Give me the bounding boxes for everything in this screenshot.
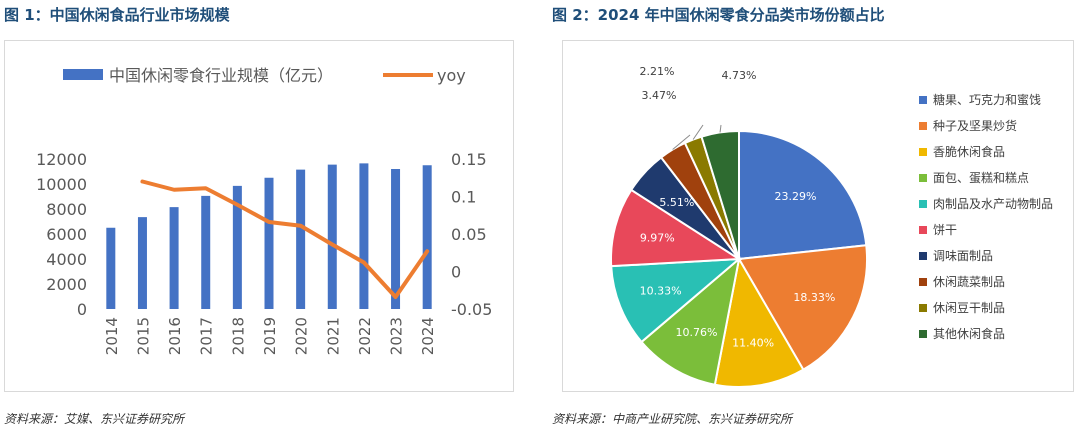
y-right-tick-label: 0.1 — [451, 188, 476, 207]
pie-slice — [610, 257, 742, 344]
x-tick-label: 2019 — [261, 317, 279, 355]
legend-label: 香脆休闲食品 — [933, 144, 1005, 159]
figure2-title: 图 2：2024 年中国休闲零食分品类市场份额占比 — [552, 6, 885, 24]
x-tick-label: 2017 — [198, 317, 216, 355]
x-tick-label: 2014 — [103, 317, 121, 355]
legend-swatch — [919, 200, 927, 208]
legend-label: 种子及坚果炒货 — [933, 118, 1017, 133]
legend-label: 肉制品及水产动物制品 — [933, 197, 1053, 211]
y-left-tick-label: 0 — [77, 300, 87, 319]
figure2-source: 资料来源：中商产业研究院、东兴证券研究所 — [552, 412, 793, 426]
figure1-source: 资料来源：艾媒、东兴证券研究所 — [4, 412, 185, 426]
legend-swatch — [919, 148, 927, 156]
y-left-tick-label: 12000 — [36, 150, 87, 169]
pie-chart: 23.29% 18.33% 11.40% 10.76% 10.33% 9.97% 5.51%… — [610, 65, 1053, 388]
pie-slice — [713, 256, 805, 388]
bar — [137, 217, 147, 309]
pie-slice — [610, 188, 743, 268]
pie-slice — [737, 244, 868, 372]
legend-bar-swatch — [63, 69, 103, 80]
legend-label: 休闲豆干制品 — [933, 301, 1005, 315]
figure1-title: 图 1：中国休闲食品行业市场规模 — [4, 6, 230, 24]
y-left-tick-label: 10000 — [36, 175, 87, 194]
pie-data-label: 10.33% — [640, 284, 682, 297]
bar — [169, 207, 179, 309]
x-tick-label: 2015 — [134, 317, 152, 355]
yoy-point — [236, 204, 238, 206]
bar — [232, 185, 242, 309]
legend-swatch — [919, 226, 927, 234]
legend-swatch — [919, 330, 927, 338]
legend-swatch — [919, 96, 927, 104]
x-tick-label: 2024 — [419, 317, 437, 355]
legend-label: 休闲蔬菜制品 — [933, 275, 1005, 289]
pie-data-label: 18.33% — [793, 291, 835, 304]
legend-label: 糖果、巧克力和蜜饯 — [933, 92, 1041, 107]
yoy-point — [363, 262, 365, 263]
y-right-tick-label: -0.05 — [451, 300, 492, 319]
legend-line-label: yoy — [437, 66, 466, 85]
pie-data-label: 4.73% — [722, 69, 757, 82]
bar — [106, 227, 116, 309]
bar — [391, 169, 401, 309]
x-tick-label: 2020 — [293, 317, 311, 355]
bar-line-chart-panel: 中国休闲零食行业规模（亿元） yoy 0 2000 4000 6000 8000 10000 1… — [4, 40, 514, 392]
bar — [422, 165, 432, 309]
yoy-point — [173, 189, 175, 191]
yoy-point — [268, 221, 270, 223]
pie-leader-line — [719, 124, 722, 133]
legend-label: 其他休闲食品 — [933, 326, 1005, 341]
bar — [264, 177, 274, 309]
x-tick-label: 2018 — [229, 317, 247, 355]
x-tick-label: 2016 — [166, 317, 184, 355]
legend-label: 调味面制品 — [933, 249, 993, 263]
bar-line-chart: 中国休闲零食行业规模（亿元） yoy 0 2000 4000 6000 8000 10000 1… — [36, 66, 492, 355]
y-right-tick-label: 0.05 — [451, 225, 487, 244]
legend-label: 面包、蛋糕和糕点 — [933, 171, 1029, 185]
yoy-point — [331, 244, 333, 245]
y-right-tick-label: 0 — [451, 263, 461, 282]
pie-data-label: 2.21% — [640, 65, 675, 78]
pie-data-label: 3.47% — [642, 89, 677, 102]
legend-swatch — [919, 252, 927, 260]
pie-leader-line — [672, 134, 691, 150]
pie-data-label: 11.40% — [732, 336, 774, 349]
y-left-tick-label: 6000 — [46, 225, 87, 244]
pie-slice — [738, 129, 868, 261]
pie-data-label: 23.29% — [774, 190, 816, 203]
legend-label: 饼干 — [933, 223, 957, 237]
pie-chart-panel: 23.29% 18.33% 11.40% 10.76% 10.33% 9.97% 5.51%… — [562, 40, 1074, 392]
y-left-tick-label: 2000 — [46, 275, 87, 294]
y-left-tick-label: 4000 — [46, 250, 87, 269]
pie-slice — [640, 256, 741, 386]
yoy-point — [141, 181, 143, 182]
bar — [327, 164, 337, 309]
legend-swatch — [919, 278, 927, 286]
bar — [296, 169, 306, 309]
legend-swatch — [919, 122, 927, 130]
legend-swatch — [919, 174, 927, 182]
pie-leader-line — [692, 124, 704, 140]
yoy-point — [395, 296, 397, 298]
x-tick-label: 2022 — [356, 317, 374, 355]
bar — [359, 163, 369, 309]
yoy-line — [140, 179, 430, 299]
pie-slice — [700, 129, 740, 260]
yoy-point — [205, 187, 207, 189]
x-tick-label: 2021 — [324, 317, 342, 355]
y-right-tick-label: 0.15 — [451, 150, 487, 169]
yoy-point — [300, 225, 302, 227]
yoy-point — [426, 250, 428, 252]
x-tick-label: 2023 — [388, 317, 406, 355]
pie-data-label: 10.76% — [675, 326, 717, 339]
y-left-tick-label: 8000 — [46, 200, 87, 219]
bar — [201, 195, 211, 309]
legend-swatch — [919, 304, 927, 312]
legend-bar-label: 中国休闲零食行业规模（亿元） — [109, 66, 333, 85]
pie-data-label: 5.51% — [659, 196, 694, 209]
pie-data-label: 9.97% — [640, 232, 675, 245]
